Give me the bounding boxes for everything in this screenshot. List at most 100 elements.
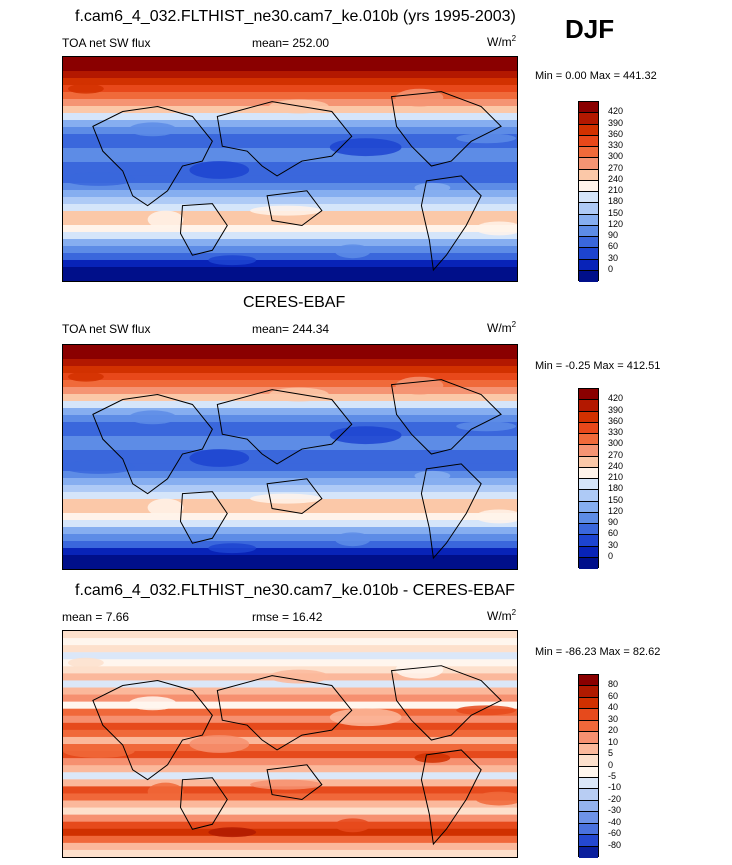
- colorbar-swatch: [579, 732, 598, 744]
- colorbar-tick-label: 330: [608, 427, 624, 437]
- colorbar-tick-label: 10: [608, 736, 619, 747]
- colorbar-swatch: [579, 812, 598, 824]
- colorbar-tick-label: 80: [608, 679, 619, 690]
- colorbar-swatch: [579, 501, 598, 513]
- colorbar-tick-label: 150: [608, 494, 624, 505]
- colorbar-tick-label: -5: [608, 770, 617, 781]
- panel-3-rmse-label: rmse = 16.42: [252, 610, 323, 624]
- panel-1-mean-label: mean= 252.00: [252, 36, 330, 50]
- colorbar-tick-label: 20: [608, 725, 619, 736]
- colorbar-tick-label: 330: [608, 140, 624, 150]
- colorbar-tick-label: 120: [608, 505, 624, 516]
- colorbar-tick-label: 0: [608, 263, 614, 274]
- colorbar-swatch: [579, 557, 598, 569]
- colorbar-tick-label: 180: [608, 483, 624, 494]
- colorbar-tick-label: 150: [608, 207, 624, 218]
- colorbar-swatch: [579, 686, 598, 698]
- colorbar-tick-label: -40: [608, 816, 622, 827]
- colorbar-swatch: [579, 479, 598, 491]
- panel-3-map: [62, 630, 518, 858]
- colorbar-swatch: [579, 270, 598, 282]
- colorbar-swatch: [579, 203, 598, 215]
- colorbar-tick-label: 210: [608, 185, 624, 195]
- panel-2-mean-label: mean= 244.34: [252, 322, 330, 336]
- colorbar-tick-label: -60: [608, 828, 622, 839]
- colorbar-tick-label: 90: [608, 517, 619, 527]
- panel-1-colorbar: [578, 101, 599, 282]
- panel-1-map-field: [63, 57, 517, 281]
- colorbar-tick-label: -80: [608, 839, 622, 850]
- panel-3-title: f.cam6_4_032.FLTHIST_ne30.cam7_ke.010b -…: [75, 582, 515, 599]
- colorbar-tick-label: 420: [608, 393, 624, 404]
- colorbar-tick-label: -10: [608, 782, 622, 793]
- colorbar-tick-label: 40: [608, 702, 619, 713]
- colorbar-swatch: [579, 546, 598, 558]
- colorbar-swatch: [579, 846, 598, 858]
- colorbar-swatch: [579, 214, 598, 226]
- colorbar-swatch: [579, 720, 598, 733]
- colorbar-swatch: [579, 835, 598, 847]
- colorbar-swatch: [579, 777, 598, 790]
- colorbar-tick-label: 60: [608, 690, 619, 701]
- colorbar-tick-label: 0: [608, 550, 614, 561]
- colorbar-swatch: [579, 180, 598, 192]
- colorbar-swatch: [579, 467, 598, 479]
- colorbar-swatch: [579, 524, 598, 536]
- colorbar-swatch: [579, 158, 598, 170]
- colorbar-tick-label: 420: [608, 106, 624, 117]
- panel-2-title: CERES-EBAF: [243, 294, 346, 311]
- colorbar-swatch: [579, 512, 598, 524]
- colorbar-swatch: [579, 248, 598, 260]
- colorbar-tick-label: -20: [608, 793, 622, 804]
- panel-2-map-field: [63, 345, 517, 569]
- colorbar-tick-label: 0: [608, 759, 614, 770]
- colorbar-swatch: [579, 535, 598, 547]
- colorbar-swatch: [579, 192, 598, 204]
- colorbar-tick-label: 90: [608, 230, 619, 240]
- colorbar-swatch: [579, 225, 598, 237]
- colorbar-tick-label: 180: [608, 196, 624, 207]
- colorbar-tick-label: 240: [608, 173, 624, 184]
- panel-2-colorbar: [578, 388, 599, 569]
- colorbar-swatch: [579, 755, 598, 767]
- panel-1-map: [62, 56, 518, 282]
- colorbar-tick-label: 270: [608, 162, 624, 173]
- panel-2-map: [62, 344, 518, 570]
- colorbar-tick-label: 60: [608, 241, 619, 252]
- colorbar-swatch: [579, 113, 598, 125]
- colorbar-tick-label: 5: [608, 748, 614, 759]
- colorbar-swatch: [579, 411, 598, 423]
- colorbar-swatch: [579, 135, 598, 147]
- panel-2-units: W/m2: [487, 320, 517, 335]
- colorbar-swatch: [579, 800, 598, 813]
- colorbar-tick-label: 300: [608, 438, 624, 449]
- panel-1-units: W/m2: [487, 34, 517, 49]
- colorbar-tick-label: 120: [608, 218, 624, 229]
- colorbar-swatch: [579, 147, 598, 159]
- colorbar-swatch: [579, 102, 598, 114]
- colorbar-swatch: [579, 490, 598, 502]
- colorbar-swatch: [579, 237, 598, 249]
- panel-1-minmax: Min = 0.00 Max = 441.32: [535, 70, 657, 82]
- colorbar-swatch: [579, 743, 598, 756]
- panel-3-map-field: [63, 631, 517, 857]
- panel-3-minmax: Min = -86.23 Max = 82.62: [535, 646, 661, 658]
- colorbar-tick-label: 300: [608, 151, 624, 162]
- colorbar-swatch: [579, 697, 598, 710]
- colorbar-tick-label: 360: [608, 128, 624, 139]
- colorbar-tick-label: 390: [608, 117, 624, 128]
- colorbar-swatch: [579, 169, 598, 181]
- panel-1-title: f.cam6_4_032.FLTHIST_ne30.cam7_ke.010b (…: [75, 8, 516, 25]
- panel-2-variable-label: TOA net SW flux: [62, 322, 151, 336]
- colorbar-swatch: [579, 259, 598, 271]
- colorbar-tick-label: 210: [608, 472, 624, 482]
- season-label: DJF: [565, 14, 615, 44]
- colorbar-swatch: [579, 675, 598, 687]
- colorbar-swatch: [579, 124, 598, 136]
- colorbar-tick-label: -30: [608, 805, 622, 816]
- colorbar-swatch: [579, 389, 598, 401]
- colorbar-tick-label: 60: [608, 528, 619, 539]
- colorbar-swatch: [579, 456, 598, 468]
- colorbar-tick-label: 390: [608, 404, 624, 415]
- colorbar-tick-label: 270: [608, 449, 624, 460]
